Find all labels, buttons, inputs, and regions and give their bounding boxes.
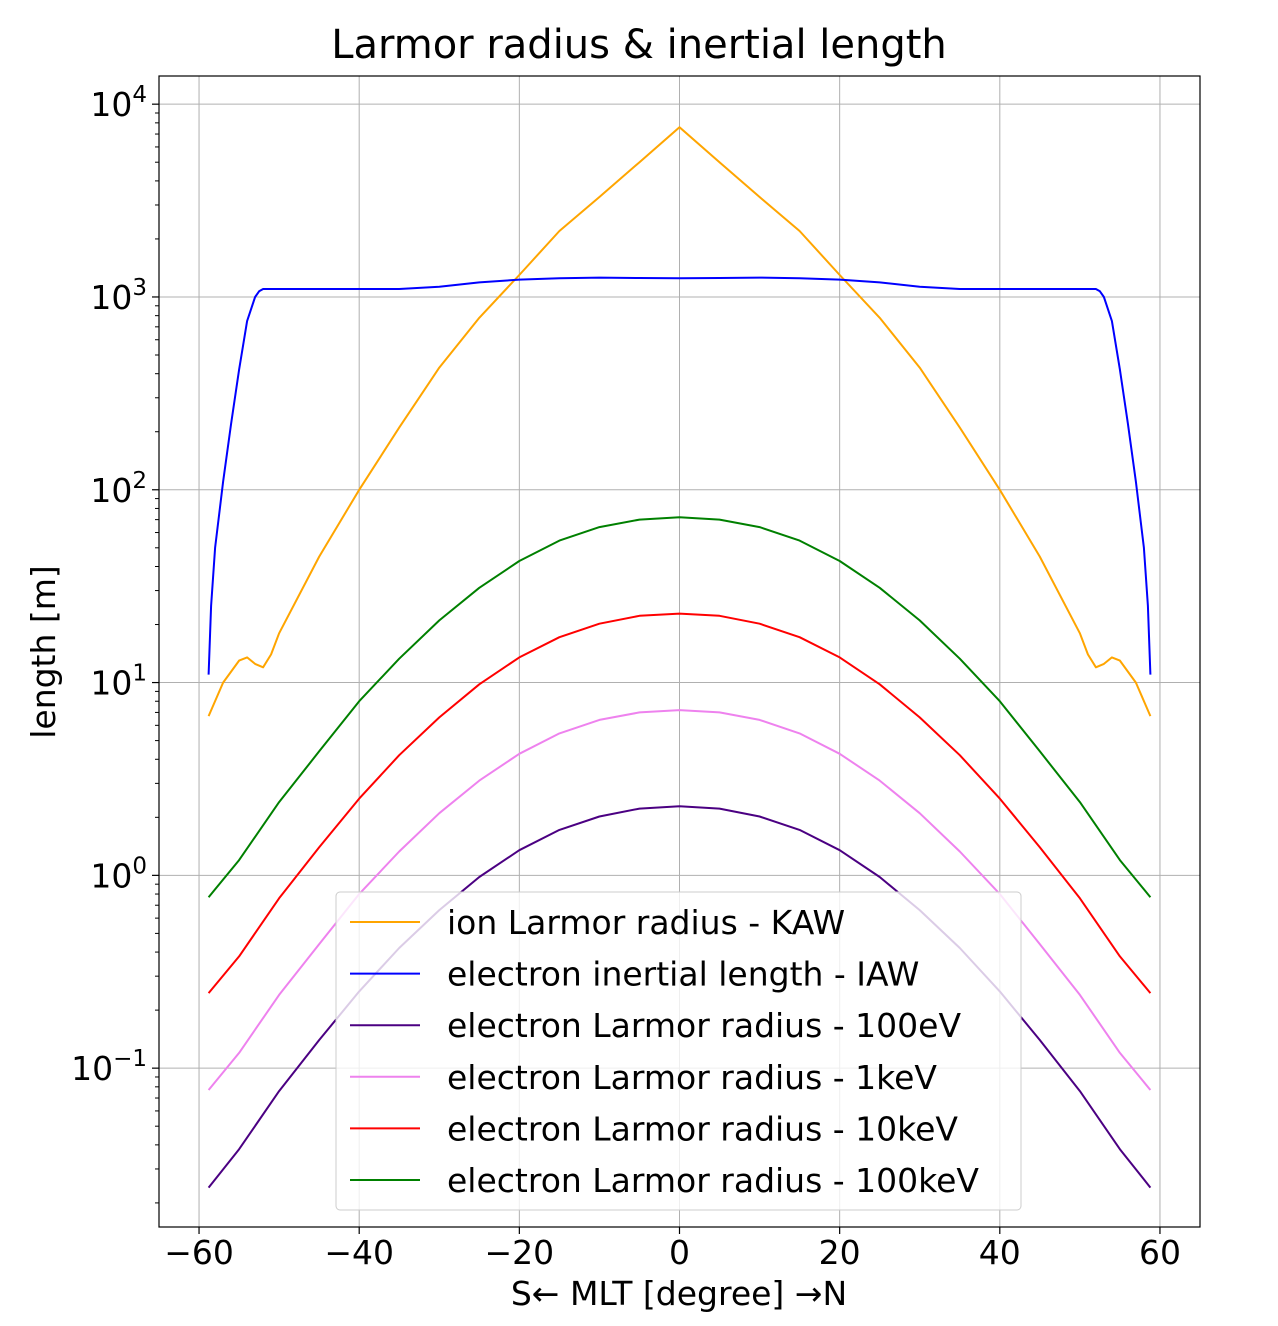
- y-tick-label: 10−1: [71, 1046, 147, 1088]
- y-tick-label: 104: [90, 82, 147, 124]
- series-line: [207, 126, 1152, 717]
- series-line: [207, 612, 1152, 994]
- legend: ion Larmor radius - KAW electron inertial…: [335, 891, 1022, 1211]
- y-axis-label: length [m]: [24, 565, 63, 739]
- x-tick-label: −60: [164, 1233, 234, 1272]
- legend-label: electron inertial length - IAW: [447, 955, 919, 994]
- chart-title: Larmor radius & inertial length: [331, 22, 947, 68]
- series-line: [207, 276, 1152, 675]
- series-line: [207, 516, 1152, 898]
- legend-label: electron Larmor radius - 100keV: [447, 1161, 979, 1200]
- legend-label: electron Larmor radius - 10keV: [447, 1109, 958, 1148]
- x-tick-label: 60: [1139, 1233, 1181, 1272]
- legend-label: electron Larmor radius - 100eV: [447, 1006, 961, 1045]
- y-tick-label: 102: [90, 468, 147, 510]
- y-tick-label: 101: [90, 661, 147, 703]
- y-tick-label: 100: [90, 853, 147, 895]
- x-tick-label: −40: [324, 1233, 394, 1272]
- grid: [159, 76, 1200, 1227]
- x-tick-label: 20: [819, 1233, 861, 1272]
- y-ticks: 10−1 100 101 102 103 104: [71, 82, 159, 1204]
- legend-label: electron Larmor radius - 1keV: [447, 1058, 937, 1097]
- legend-box: [335, 891, 1022, 1211]
- legend-label: ion Larmor radius - KAW: [447, 903, 845, 942]
- x-tick-label: −20: [485, 1233, 555, 1272]
- x-ticks: −60 −40 −20 0 20 40 60: [164, 1227, 1181, 1272]
- x-tick-label: 0: [669, 1233, 690, 1272]
- y-tick-label: 103: [90, 275, 147, 317]
- x-axis-label: S← MLT [degree] →N: [511, 1274, 847, 1313]
- x-tick-label: 40: [979, 1233, 1021, 1272]
